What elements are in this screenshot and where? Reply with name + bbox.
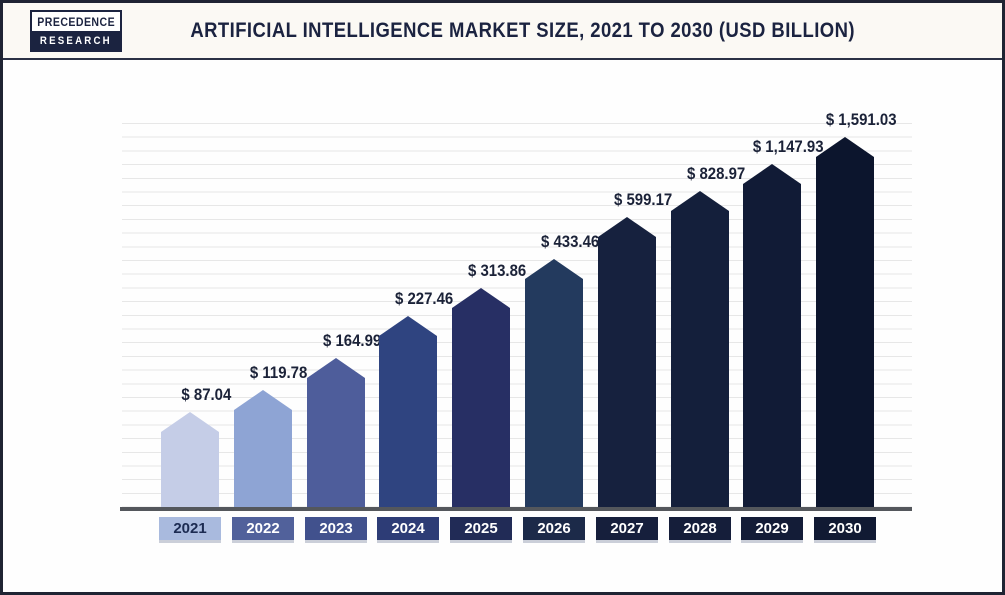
bar-value-text: $ 828.97	[686, 164, 746, 183]
x-axis-baseline	[120, 507, 912, 511]
bar-value-label: $ 828.97	[646, 164, 786, 184]
year-label-2021: 2021	[159, 517, 221, 540]
bar-2021	[161, 412, 219, 507]
year-label-2025: 2025	[450, 517, 512, 540]
chart-title-text: ARTIFICIAL INTELLIGENCE MARKET SIZE, 202…	[190, 18, 855, 42]
bar-value-text: $ 1,147.93	[752, 137, 824, 156]
bar-value-label: $ 599.17	[573, 190, 713, 210]
chart-area: $ 87.04 2021 $ 119.78 2022 $ 164.99 2023 $ 227…	[3, 60, 1002, 591]
logo-line-research: RESEARCH	[32, 31, 120, 50]
year-label-2023: 2023	[305, 517, 367, 540]
logo-line-precedence: PRECEDENCE	[32, 12, 120, 31]
bar-2027	[598, 217, 656, 507]
chart-title: ARTIFICIAL INTELLIGENCE MARKET SIZE, 202…	[145, 19, 900, 43]
bar-value-text: $ 313.86	[467, 261, 527, 280]
bar-value-text: $ 164.99	[322, 331, 382, 350]
bar-value-label: $ 313.86	[427, 261, 567, 281]
bar-value-label: $ 1,591.03	[791, 110, 931, 130]
bar-value-text: $ 433.46	[540, 232, 600, 251]
bar-2028	[671, 191, 729, 507]
bar-value-label: $ 227.46	[354, 289, 494, 309]
bar-value-text: $ 87.04	[181, 385, 231, 404]
bar-2026	[525, 259, 583, 507]
year-label-2027: 2027	[596, 517, 658, 540]
year-label-2022: 2022	[232, 517, 294, 540]
bar-2022	[234, 390, 292, 507]
year-label-2026: 2026	[523, 517, 585, 540]
year-label-2028: 2028	[669, 517, 731, 540]
bar-value-text: $ 227.46	[394, 289, 454, 308]
logo-text-top: PRECEDENCE	[37, 14, 115, 29]
bar-value-text: $ 599.17	[613, 190, 673, 209]
bar-2029	[743, 164, 801, 507]
header: PRECEDENCE RESEARCH ARTIFICIAL INTELLIGE…	[3, 3, 1002, 60]
bar-value-label: $ 433.46	[500, 232, 640, 252]
year-label-2024: 2024	[377, 517, 439, 540]
bar-value-label: $ 1,147.93	[718, 137, 858, 157]
bar-value-label: $ 164.99	[282, 331, 422, 351]
bar-2023	[307, 358, 365, 507]
bar-2024	[379, 316, 437, 507]
bar-value-label: $ 87.04	[136, 385, 276, 405]
year-label-2030: 2030	[814, 517, 876, 540]
bar-2030	[816, 137, 874, 507]
bar-value-text: $ 1,591.03	[825, 110, 897, 129]
bar-value-label: $ 119.78	[209, 363, 349, 383]
bar-value-text: $ 119.78	[250, 363, 308, 382]
precedence-research-logo: PRECEDENCE RESEARCH	[30, 10, 122, 52]
year-label-2029: 2029	[741, 517, 803, 540]
bar-2025	[452, 288, 510, 507]
logo-text-bottom: RESEARCH	[40, 34, 112, 47]
